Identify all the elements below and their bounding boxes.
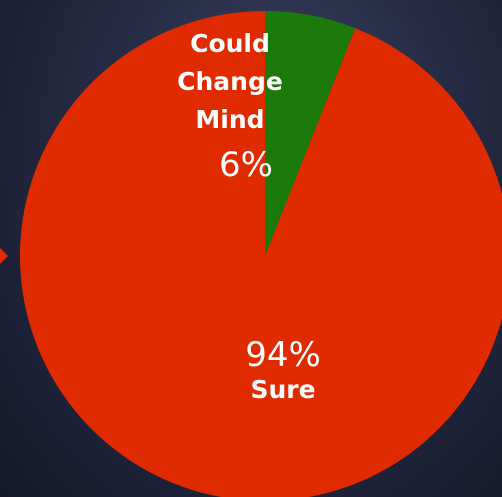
pointer-arrow-icon bbox=[0, 248, 8, 264]
slice-name-line: Mind bbox=[195, 105, 264, 134]
slice-name-line: Could bbox=[190, 29, 270, 58]
slice-name-line: Sure bbox=[250, 375, 315, 404]
slice-value-label: 94% bbox=[245, 335, 321, 375]
pie-slice-could-change-mind bbox=[265, 11, 356, 256]
slice-name-line: Change bbox=[177, 67, 283, 96]
slice-value-label: 6% bbox=[219, 145, 273, 185]
pie-slice-sure bbox=[20, 11, 502, 497]
